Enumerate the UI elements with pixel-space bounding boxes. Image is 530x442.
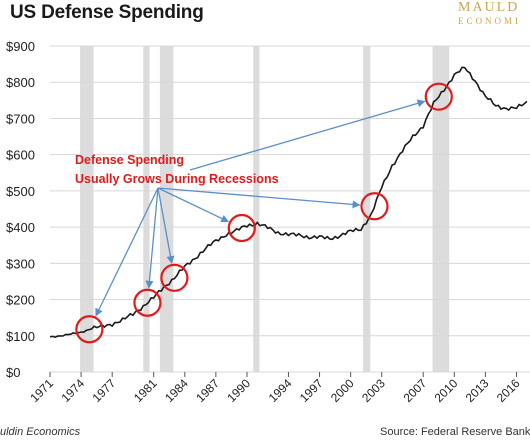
defense-spending-chart: $0 $100 $200 $300 $400 $500 $600 $700 $800 $900 19…	[6, 39, 530, 405]
source-left: uldin Economics	[0, 426, 81, 438]
annotation-arrow	[157, 187, 230, 223]
annotation-line1: Defense Spending	[75, 153, 184, 167]
x-tick-label: 1971	[27, 376, 56, 405]
y-tick-label: $200	[6, 293, 35, 308]
highlight-circle	[424, 82, 453, 111]
recession-band	[143, 46, 150, 372]
y-tick-label: $400	[6, 220, 35, 235]
recession-band	[80, 46, 94, 372]
y-tick-label: $300	[6, 256, 35, 271]
page-title: US Defense Spending	[10, 2, 204, 23]
x-tick-label: 2010	[432, 376, 461, 405]
y-tick-label: $900	[6, 39, 35, 54]
x-tick-label: 1990	[224, 376, 253, 405]
highlight-circle	[133, 288, 162, 317]
annotation-arrow	[157, 187, 361, 209]
x-tick-label: 2013	[463, 376, 492, 405]
x-tick-label: 1994	[266, 376, 295, 405]
y-tick-label: $100	[6, 329, 35, 344]
x-tick-label: 2007	[401, 376, 430, 405]
annotation-arrow	[95, 187, 159, 317]
y-tick-label: $800	[6, 75, 35, 90]
y-tick-label: $500	[6, 184, 35, 199]
spending-line	[49, 66, 528, 339]
brand-logo: MAULD ECONOMI	[458, 2, 530, 30]
x-tick-label: 1981	[131, 376, 160, 405]
x-tick-label: 1977	[90, 376, 119, 405]
highlight-circle	[227, 213, 256, 243]
recession-band	[253, 46, 260, 372]
highlight-circle	[160, 263, 189, 292]
y-tick-label: $600	[6, 148, 35, 163]
recession-band	[363, 46, 371, 372]
source-right: Source: Federal Reserve Bank of St	[380, 426, 530, 438]
x-tick-label: 2003	[359, 376, 388, 405]
highlight-circle	[75, 315, 104, 344]
y-tick-label: $0	[6, 365, 20, 380]
highlight-circle	[360, 192, 389, 221]
x-tick-label: 2016	[494, 376, 523, 405]
annotation-line2: Usually Grows During Recessions	[75, 172, 279, 186]
x-tick-label: 1984	[162, 376, 191, 405]
x-tick-label: 1987	[193, 376, 222, 405]
x-tick-label: 1974	[58, 376, 87, 405]
x-tick-label: 2000	[328, 376, 357, 405]
annotation-arrow	[157, 187, 175, 265]
x-tick-label: 1997	[297, 376, 326, 405]
recession-band	[432, 46, 450, 372]
y-tick-label: $700	[6, 111, 35, 126]
brand-logo-line1: MAULD	[458, 2, 520, 15]
annotation-arrow	[145, 187, 159, 289]
brand-logo-line2: ECONOMI	[458, 16, 521, 26]
annotation-arrow	[189, 99, 426, 171]
